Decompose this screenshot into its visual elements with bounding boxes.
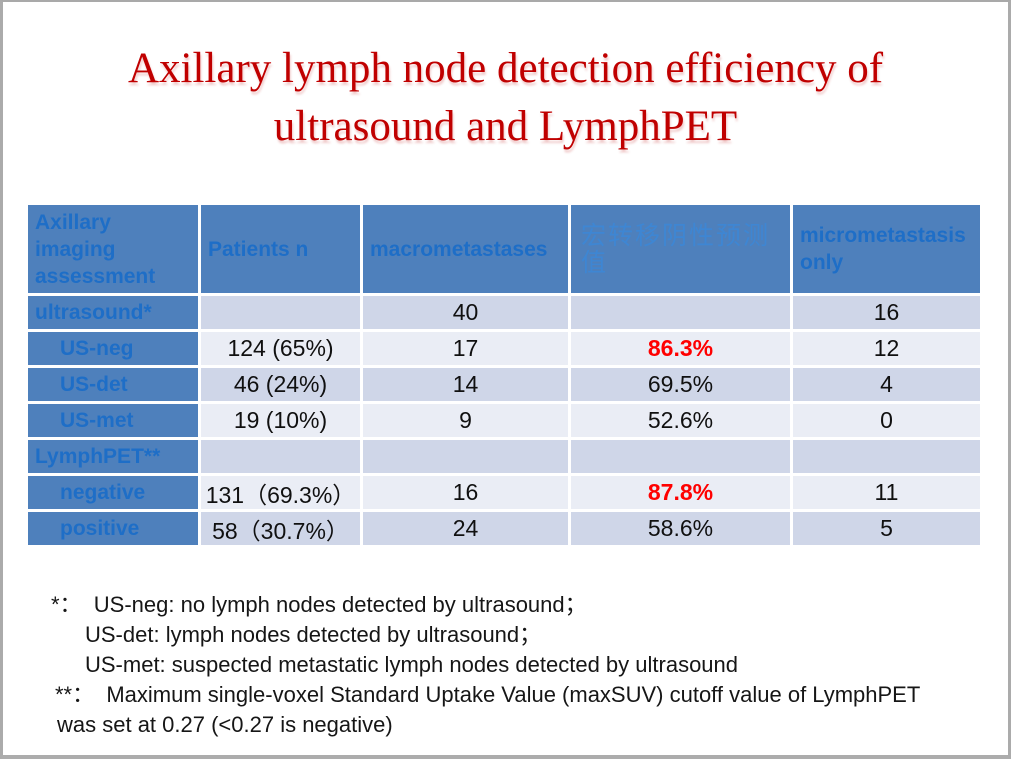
cell-macrometastases: 16 bbox=[363, 476, 568, 509]
cell-patients: 124 (65%) bbox=[201, 332, 360, 365]
footnote-us-det: US-det: lymph nodes detected by ultrasou… bbox=[85, 622, 542, 647]
header-micrometastasis-only: micrometastasis only bbox=[793, 205, 980, 293]
cell-npv: 69.5% bbox=[571, 368, 790, 401]
cell-npv: 52.6% bbox=[571, 404, 790, 437]
cell-macrometastases bbox=[363, 440, 568, 473]
header-macrometastasis-npv-chinese: 宏转移阴性预测值 bbox=[571, 205, 790, 293]
footnote-us-met: US-met: suspected metastatic lymph nodes… bbox=[85, 652, 739, 677]
header-axillary-imaging-assessment: Axillary imaging assessment bbox=[28, 205, 198, 293]
row-label-negative: negative bbox=[28, 476, 198, 509]
header-macrometastases: macrometastases bbox=[363, 205, 568, 293]
cell-macrometastases: 24 bbox=[363, 512, 568, 545]
cell-patients: 131（69.3%） bbox=[201, 476, 360, 509]
cell-macrometastases: 14 bbox=[363, 368, 568, 401]
cell-macrometastases: 9 bbox=[363, 404, 568, 437]
cell-npv-highlighted: 87.8% bbox=[571, 476, 790, 509]
cell-patients bbox=[201, 440, 360, 473]
slide-title-line1: Axillary lymph node detection efficiency… bbox=[127, 45, 884, 92]
footnote-us-neg: *： US-neg: no lymph nodes detected by ul… bbox=[51, 592, 587, 617]
row-label-us-det: US-det bbox=[28, 368, 198, 401]
footnote-maxsuv-line2: was set at 0.27 (<0.27 is negative) bbox=[57, 712, 393, 737]
row-label-ultrasound: ultrasound* bbox=[28, 296, 198, 329]
cell-macrometastases: 40 bbox=[363, 296, 568, 329]
footnotes: *： US-neg: no lymph nodes detected by ul… bbox=[51, 590, 920, 740]
cell-patients: 58（30.7%） bbox=[201, 512, 360, 545]
cell-npv-highlighted: 86.3% bbox=[571, 332, 790, 365]
cell-micrometastasis bbox=[793, 440, 980, 473]
cell-npv bbox=[571, 440, 790, 473]
row-label-lymphpet: LymphPET** bbox=[28, 440, 198, 473]
cell-micrometastasis: 4 bbox=[793, 368, 980, 401]
footnote-maxsuv-line1: **： Maximum single-voxel Standard Uptake… bbox=[55, 682, 921, 707]
slide-title-line2: ultrasound and LymphPET bbox=[273, 103, 738, 150]
cell-micrometastasis: 12 bbox=[793, 332, 980, 365]
cell-npv: 58.6% bbox=[571, 512, 790, 545]
cell-micrometastasis: 0 bbox=[793, 404, 980, 437]
slide-title: Axillary lymph node detection efficiency… bbox=[3, 40, 1008, 156]
cell-patients: 19 (10%) bbox=[201, 404, 360, 437]
cell-npv bbox=[571, 296, 790, 329]
results-table: Axillary imaging assessment Patients n m… bbox=[28, 205, 980, 545]
header-patients-n: Patients n bbox=[201, 205, 360, 293]
cell-patients bbox=[201, 296, 360, 329]
cell-micrometastasis: 5 bbox=[793, 512, 980, 545]
cell-macrometastases: 17 bbox=[363, 332, 568, 365]
row-label-us-neg: US-neg bbox=[28, 332, 198, 365]
cell-patients: 46 (24%) bbox=[201, 368, 360, 401]
cell-micrometastasis: 11 bbox=[793, 476, 980, 509]
cell-micrometastasis: 16 bbox=[793, 296, 980, 329]
row-label-us-met: US-met bbox=[28, 404, 198, 437]
row-label-positive: positive bbox=[28, 512, 198, 545]
